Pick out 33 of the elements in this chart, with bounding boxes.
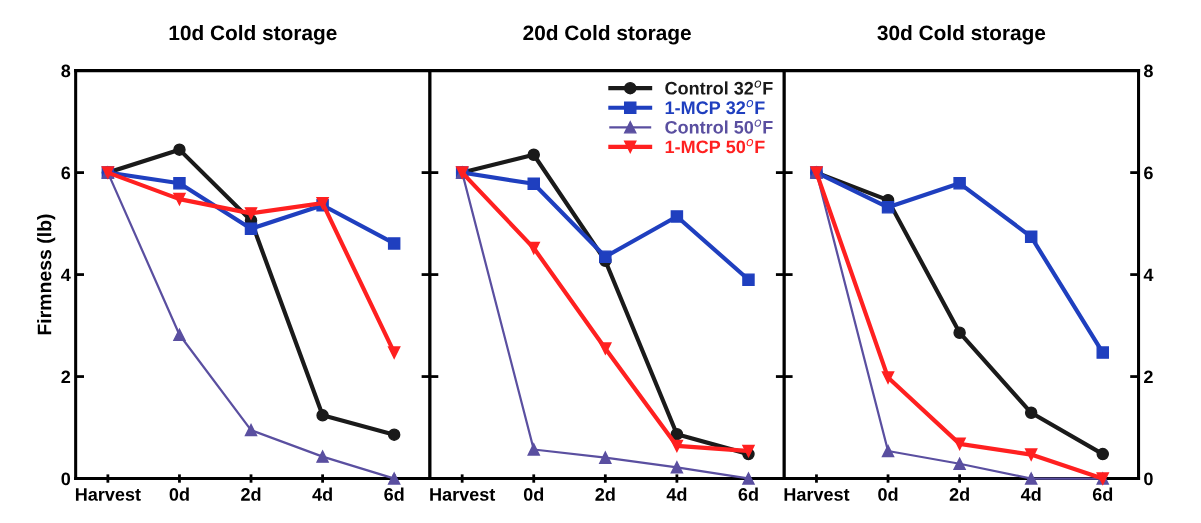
x-tick-label: 6d [1092,487,1113,501]
x-tick-label: 6d [738,487,758,501]
y2-tick-label: 6 [1144,166,1153,180]
x-tick-label: 2d [949,487,969,501]
x-tick-label: 2d [595,487,615,501]
y-tick-label: 8 [61,64,71,78]
x-tick-label: 0d [169,487,189,501]
legend-label: Control 32$^{o}$F [665,80,773,95]
x-tick-label: 4d [666,487,687,501]
chart-title: 30d Cold storage [877,24,1046,45]
legend-label: Control 50$^{o}$F [665,119,773,134]
x-tick-label: 0d [523,487,544,501]
y-axis-title: Firmness (lb) [37,214,56,335]
x-tick-label: Harvest [430,488,496,501]
y-tick-label: 0 [61,472,71,486]
x-tick-label: Harvest [784,488,850,501]
x-tick-label: 0d [878,487,898,501]
x-tick-label: 4d [312,487,332,501]
y-tick-label: 4 [61,268,71,282]
y2-tick-label: 2 [1144,370,1153,384]
x-tick-label: 6d [384,487,404,501]
chart-title: 20d Cold storage [523,24,691,45]
x-tick-label: Harvest [75,488,141,501]
x-tick-label: 2d [241,487,261,501]
y-tick-label: 6 [61,166,71,180]
legend-label: 1-MCP 50$^{o}$F [665,139,765,154]
y2-tick-label: 8 [1143,64,1153,78]
x-tick-label: 4d [1020,487,1041,501]
chart-title: 10d Cold storage [169,24,337,45]
y2-tick-label: 4 [1143,268,1154,282]
y-tick-label: 2 [61,370,71,384]
y2-tick-label: 0 [1144,472,1153,486]
legend-label: 1-MCP 32$^{o}$F [665,99,765,115]
